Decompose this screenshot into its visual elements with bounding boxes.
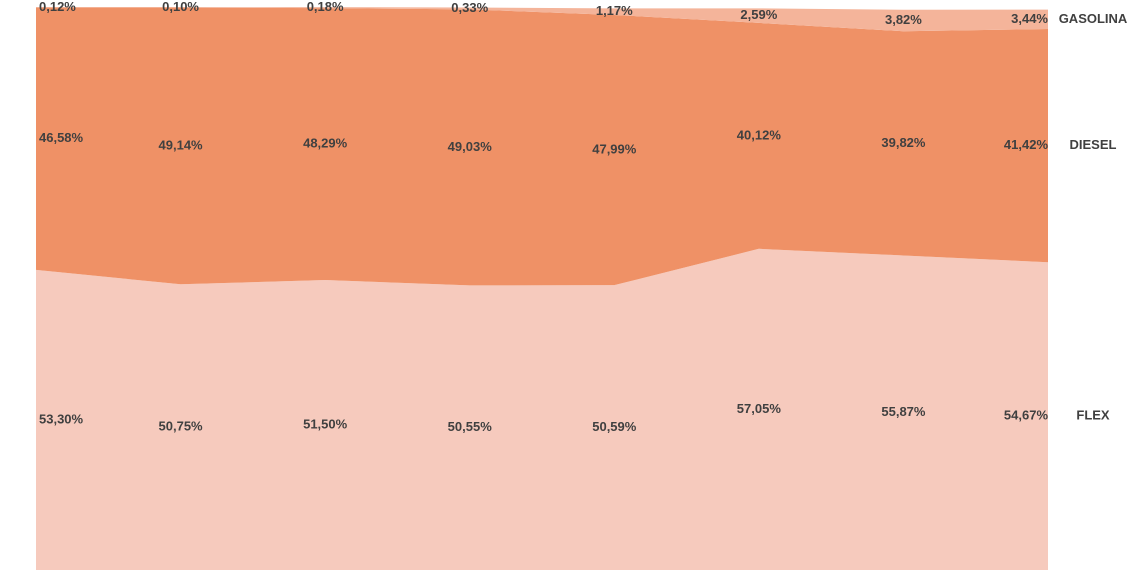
value-label: 46,58%	[39, 130, 84, 145]
series-label: FLEX	[1076, 408, 1110, 423]
value-label: 48,29%	[303, 136, 348, 151]
value-label: 41,42%	[1004, 137, 1049, 152]
value-label: 49,03%	[448, 139, 493, 154]
area	[36, 7, 1048, 32]
value-label: 0,33%	[451, 0, 488, 15]
value-label: 0,10%	[162, 0, 199, 14]
value-label: 53,30%	[39, 411, 84, 426]
series-label: GASOLINA	[1059, 11, 1128, 26]
value-label: 3,82%	[885, 12, 922, 27]
value-label: 1,17%	[596, 3, 633, 18]
value-label: 55,87%	[881, 404, 926, 419]
value-label: 50,75%	[159, 419, 204, 434]
value-label: 0,18%	[307, 0, 344, 14]
value-label: 2,59%	[740, 7, 777, 22]
value-label: 50,55%	[448, 419, 493, 434]
value-label: 0,12%	[39, 0, 76, 14]
value-label: 39,82%	[881, 135, 926, 150]
value-label: 51,50%	[303, 416, 348, 431]
value-label: 57,05%	[737, 401, 782, 416]
value-label: 47,99%	[592, 142, 637, 157]
value-label: 50,59%	[592, 419, 637, 434]
series-label: DIESEL	[1070, 137, 1117, 152]
area	[36, 7, 1048, 286]
area	[36, 248, 1048, 570]
value-label: 54,67%	[1004, 408, 1049, 423]
value-label: 49,14%	[159, 137, 204, 152]
value-label: 40,12%	[737, 127, 782, 142]
value-label: 3,44%	[1011, 11, 1048, 26]
